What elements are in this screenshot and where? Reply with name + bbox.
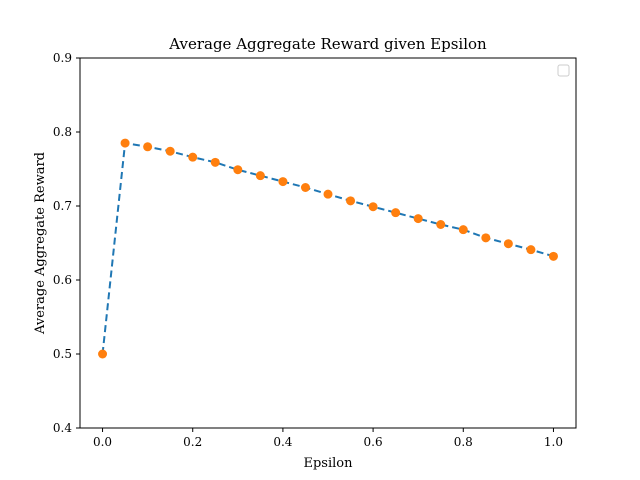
data-point — [278, 177, 288, 187]
data-point — [98, 349, 108, 359]
data-point — [413, 214, 423, 224]
data-point — [255, 171, 265, 181]
data-point — [436, 220, 446, 229]
x-axis-label: Epsilon — [304, 456, 354, 471]
y-tick-label: 0.9 — [53, 51, 72, 65]
data-point — [458, 225, 468, 235]
series-line — [101, 141, 554, 355]
y-tick-label: 0.4 — [53, 421, 72, 435]
data-point — [233, 165, 243, 175]
y-tick-label: 0.8 — [53, 125, 72, 139]
y-tick-label: 0.7 — [53, 199, 72, 213]
data-point — [188, 152, 198, 162]
y-tick-label: 0.6 — [53, 273, 72, 287]
data-point — [300, 183, 310, 192]
x-tick-label: 0.2 — [183, 435, 202, 449]
data-point — [548, 251, 558, 261]
axis-ticks: 0.0 0.2 0.4 0.6 0.8 1.0 0.4 0.5 0.6 0.7 0.8 0.9 — [53, 51, 563, 449]
data-point — [143, 142, 153, 152]
x-tick-label: 0.4 — [273, 435, 292, 449]
data-point — [346, 196, 356, 206]
plot-area — [98, 138, 558, 359]
data-point — [503, 239, 513, 249]
x-tick-label: 0.8 — [454, 435, 473, 449]
y-tick-label: 0.5 — [53, 347, 72, 361]
data-point — [481, 233, 491, 243]
chart-title: Average Aggregate Reward given Epsilon — [168, 35, 487, 53]
data-point — [210, 157, 220, 167]
data-point — [120, 138, 130, 148]
x-tick-label: 0.0 — [93, 435, 112, 449]
data-point — [391, 208, 401, 218]
x-tick-label: 0.6 — [364, 435, 383, 449]
data-point — [165, 146, 175, 156]
y-axis-label: Average Aggregate Reward — [33, 152, 48, 335]
data-point — [368, 202, 378, 212]
data-point — [526, 245, 536, 255]
axes-frame — [79, 57, 577, 429]
data-point — [323, 189, 333, 199]
x-tick-label: 1.0 — [544, 435, 563, 449]
legend — [557, 64, 570, 77]
